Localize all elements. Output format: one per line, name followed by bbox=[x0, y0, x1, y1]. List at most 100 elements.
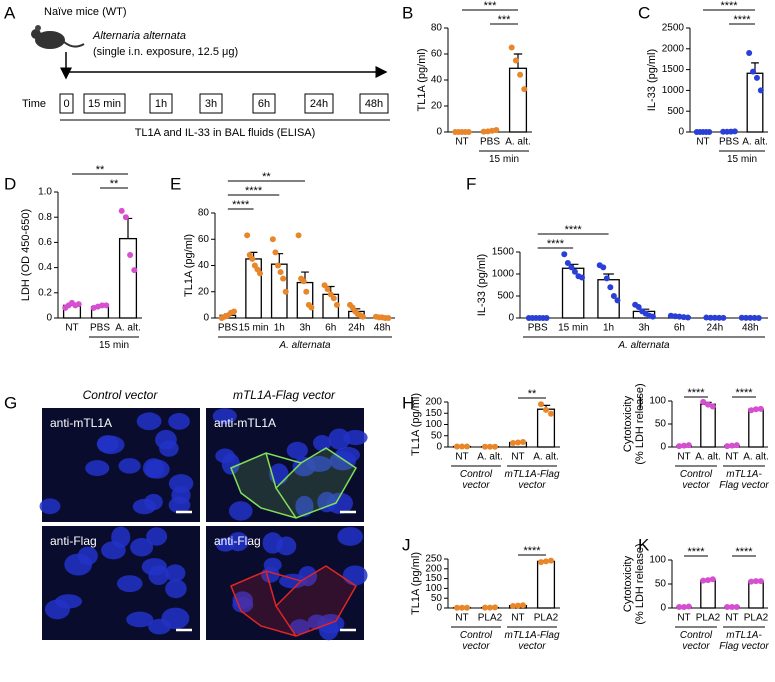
x-tick-label: NT bbox=[677, 452, 690, 463]
data-point bbox=[543, 558, 549, 565]
data-point bbox=[487, 604, 493, 611]
data-point bbox=[706, 129, 713, 135]
x-tick-label: PBS bbox=[90, 323, 110, 334]
timepoint-label: 0 bbox=[63, 98, 69, 110]
bar bbox=[748, 408, 764, 448]
nucleus bbox=[144, 459, 170, 479]
data-point bbox=[724, 443, 731, 450]
panel-letter: H bbox=[402, 393, 414, 412]
timepoint-box bbox=[359, 93, 389, 114]
group-label: Control vector bbox=[459, 469, 493, 491]
group-label: 15 min bbox=[488, 154, 519, 165]
data-point bbox=[568, 264, 575, 271]
y-tick-label: 200 bbox=[425, 563, 442, 574]
data-point bbox=[512, 57, 519, 64]
nucleus bbox=[136, 412, 162, 431]
data-point bbox=[508, 44, 515, 51]
data-point bbox=[757, 87, 764, 94]
data-point bbox=[649, 313, 656, 320]
y-axis-title: TL1A (pg/ml) bbox=[416, 49, 428, 112]
nucleus bbox=[96, 435, 119, 453]
nucleus bbox=[337, 527, 363, 546]
y-tick-label: 1000 bbox=[662, 85, 685, 96]
y-tick-label: 250 bbox=[425, 554, 442, 565]
data-point bbox=[703, 314, 710, 321]
data-point bbox=[729, 604, 735, 611]
y-tick-label: 0.6 bbox=[38, 237, 52, 248]
x-tick-label: 6h bbox=[674, 323, 685, 334]
data-point bbox=[705, 577, 711, 584]
y-axis-title: IL-33 (pg/ml) bbox=[646, 49, 658, 111]
data-point bbox=[300, 278, 307, 285]
nucleus bbox=[159, 440, 179, 457]
x-tick-label: NT bbox=[455, 137, 468, 148]
data-point bbox=[538, 401, 544, 408]
y-tick-label: 2000 bbox=[662, 43, 685, 54]
y-tick-label: 40 bbox=[431, 75, 443, 86]
x-tick-label: PLA2 bbox=[478, 613, 503, 624]
data-point bbox=[709, 576, 716, 583]
data-point bbox=[122, 214, 129, 221]
nucleus bbox=[168, 413, 190, 430]
nucleus bbox=[168, 474, 194, 493]
bar bbox=[118, 237, 138, 319]
x-tick-label: PLA2 bbox=[534, 613, 559, 624]
data-point bbox=[753, 406, 759, 413]
y-axis-title: IL-33 (pg/ml) bbox=[476, 254, 488, 316]
data-point bbox=[733, 604, 740, 611]
data-point bbox=[684, 314, 691, 321]
nucleus bbox=[286, 441, 308, 459]
nucleus bbox=[165, 564, 186, 582]
significance-label: ** bbox=[528, 388, 537, 400]
data-point bbox=[277, 269, 284, 276]
y-tick-label: 0 bbox=[660, 442, 666, 453]
data-point bbox=[330, 295, 337, 302]
x-tick-label: 1h bbox=[274, 323, 285, 334]
bar bbox=[508, 67, 528, 133]
mouse-icon bbox=[31, 25, 85, 49]
significance-label: **** bbox=[565, 224, 583, 236]
data-point bbox=[748, 407, 755, 414]
data-point bbox=[464, 443, 470, 450]
x-tick-label: A. alt. bbox=[743, 452, 769, 463]
timepoint-label: 24h bbox=[310, 98, 328, 110]
y-tick-label: 80 bbox=[198, 208, 210, 219]
significance-label: **** bbox=[735, 546, 753, 558]
timepoint-label: 3h bbox=[205, 98, 217, 110]
column-label: Control vector bbox=[83, 388, 159, 402]
nucleus bbox=[227, 532, 249, 552]
data-point bbox=[600, 264, 607, 271]
x-tick-label: 48h bbox=[742, 323, 759, 334]
data-point bbox=[603, 275, 610, 282]
timepoint-box bbox=[199, 93, 223, 114]
data-point bbox=[359, 313, 366, 320]
data-point bbox=[750, 68, 757, 75]
data-point bbox=[716, 314, 723, 321]
data-point bbox=[564, 260, 571, 266]
panel-letter: B bbox=[402, 3, 413, 22]
x-tick-label: A. alt. bbox=[742, 137, 768, 148]
timepoint-label: 15 min bbox=[88, 98, 121, 110]
x-tick-label: NT bbox=[725, 452, 738, 463]
nucleus bbox=[118, 458, 141, 474]
data-point bbox=[482, 443, 488, 450]
error-bar bbox=[123, 217, 133, 239]
panel-letter: F bbox=[466, 174, 476, 193]
y-tick-label: 1.0 bbox=[38, 187, 52, 198]
y-tick-label: 2500 bbox=[662, 23, 685, 34]
nucleus bbox=[289, 619, 310, 635]
data-point bbox=[676, 604, 683, 611]
data-point bbox=[324, 286, 331, 293]
data-point bbox=[515, 602, 521, 609]
nucleus bbox=[228, 501, 253, 521]
data-point bbox=[99, 302, 106, 309]
data-point bbox=[510, 603, 516, 610]
y-axis-title: Cytotoxicity bbox=[622, 555, 634, 612]
data-point bbox=[257, 270, 263, 277]
data-point bbox=[517, 71, 524, 78]
data-point bbox=[493, 127, 500, 134]
data-point bbox=[738, 314, 745, 321]
significance-label: **** bbox=[733, 14, 751, 26]
y-tick-label: 100 bbox=[425, 419, 442, 430]
